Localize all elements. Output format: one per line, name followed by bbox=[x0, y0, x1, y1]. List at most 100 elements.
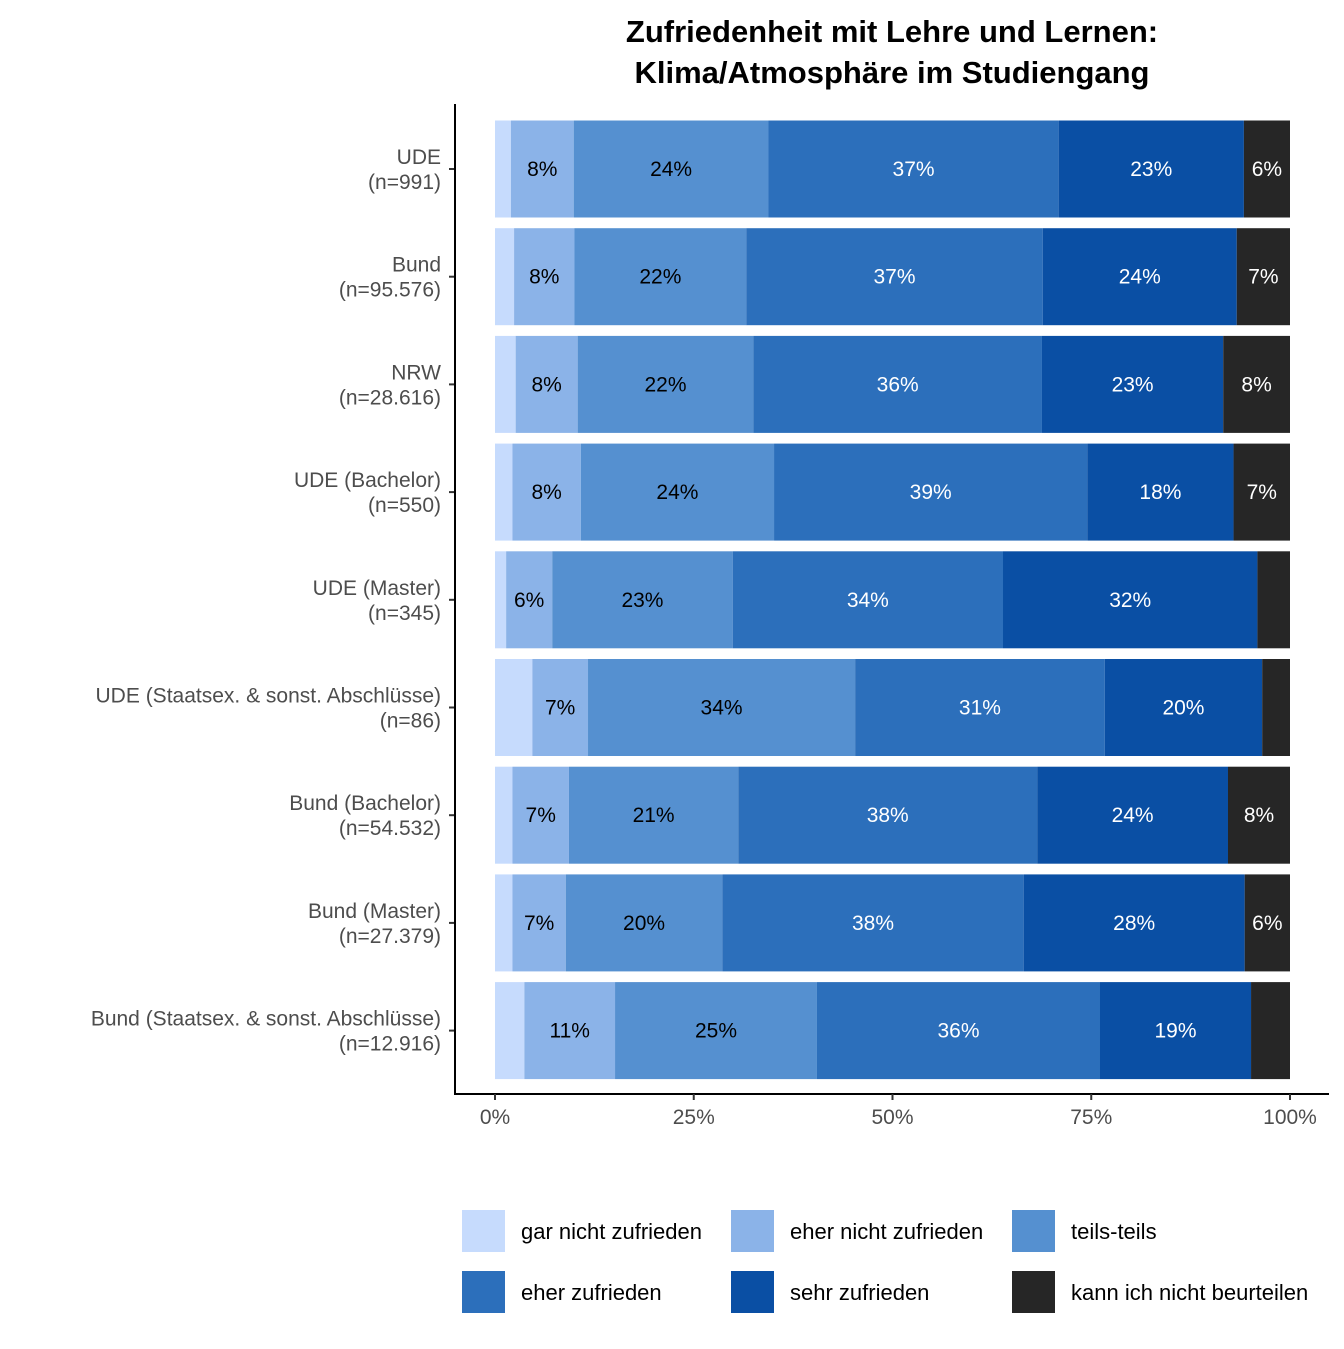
legend-swatch bbox=[462, 1271, 505, 1313]
segment-label: 20% bbox=[1162, 697, 1204, 720]
bar-segment bbox=[565, 874, 723, 972]
bar-segment bbox=[1251, 982, 1290, 1080]
segment-label: 11% bbox=[549, 1020, 589, 1043]
bar-segment bbox=[577, 335, 754, 433]
bar-segment bbox=[1233, 443, 1290, 541]
bar-segment bbox=[512, 874, 566, 972]
bar-segment bbox=[774, 443, 1088, 541]
segment-label: 8% bbox=[531, 373, 561, 396]
bar-segment bbox=[495, 874, 513, 972]
bar-segment bbox=[524, 982, 616, 1080]
bar-segment bbox=[506, 551, 553, 649]
x-tick-label: 25% bbox=[673, 1106, 715, 1129]
y-tick-label: Bund (Bachelor) bbox=[289, 792, 441, 815]
segment-label: 25% bbox=[695, 1020, 737, 1043]
legend-label: sehr zufrieden bbox=[790, 1280, 929, 1305]
bar-segment bbox=[855, 659, 1105, 756]
bars-group bbox=[495, 120, 1290, 1080]
bar-segment bbox=[532, 659, 589, 756]
bar-segment bbox=[495, 228, 515, 326]
y-tick-label: UDE (Staatsex. & sonst. Abschlüsse) bbox=[96, 685, 441, 708]
bar-segment bbox=[1037, 766, 1228, 864]
bar-segment bbox=[1003, 551, 1258, 649]
segment-label: 39% bbox=[910, 481, 952, 504]
segment-label: 8% bbox=[529, 266, 559, 289]
legend: gar nicht zufrieden eher nicht zufrieden t… bbox=[462, 1210, 1308, 1313]
bar-segment bbox=[1262, 659, 1290, 756]
segment-label: 6% bbox=[514, 589, 544, 612]
segment-label: 7% bbox=[524, 912, 554, 935]
segment-label: 24% bbox=[1112, 804, 1154, 827]
legend-swatch bbox=[462, 1210, 505, 1252]
y-tick-sample-size: (n=550) bbox=[368, 494, 441, 517]
y-tick-sample-size: (n=54.532) bbox=[339, 817, 441, 840]
y-tick-sample-size: (n=95.576) bbox=[339, 279, 441, 302]
bar-segment bbox=[574, 228, 747, 326]
y-tick-label: Bund bbox=[392, 254, 441, 277]
y-tick-sample-size: (n=28.616) bbox=[339, 386, 441, 409]
segment-label: 32% bbox=[1109, 589, 1151, 612]
segment-label: 24% bbox=[1119, 266, 1161, 289]
x-tick-label: 75% bbox=[1070, 1106, 1112, 1129]
bar-segment bbox=[1099, 982, 1252, 1080]
legend-swatch bbox=[731, 1271, 774, 1313]
segment-label: 7% bbox=[545, 697, 575, 720]
segment-label: 38% bbox=[852, 912, 894, 935]
bar-segment bbox=[1257, 551, 1290, 649]
segment-label: 6% bbox=[1252, 158, 1282, 181]
segment-label: 38% bbox=[867, 804, 909, 827]
legend-label: gar nicht zufrieden bbox=[521, 1219, 702, 1244]
segment-label: 8% bbox=[531, 481, 561, 504]
y-tick-sample-size: (n=86) bbox=[380, 710, 441, 733]
bar-segment bbox=[1227, 766, 1290, 864]
bar-segment bbox=[746, 228, 1043, 326]
segment-label: 7% bbox=[1247, 481, 1277, 504]
x-tick-label: 100% bbox=[1263, 1106, 1317, 1129]
segment-label: 24% bbox=[656, 481, 698, 504]
bar-segment bbox=[512, 766, 569, 864]
bar-segment bbox=[495, 766, 513, 864]
bar-segment bbox=[1223, 335, 1290, 433]
bar-segment bbox=[1243, 120, 1290, 218]
segment-label: 28% bbox=[1113, 912, 1155, 935]
segment-label: 37% bbox=[893, 158, 935, 181]
segment-label: 34% bbox=[701, 697, 743, 720]
bar-segment bbox=[753, 335, 1042, 433]
segment-labels-group: 8% 24% 37% 23% 6% 8% 22% 37% 24% 7% 8% 22% 36% 23% 8% 8… bbox=[514, 158, 1283, 1043]
bar-segment bbox=[552, 551, 733, 649]
bar-segment bbox=[495, 335, 516, 433]
segment-label: 19% bbox=[1155, 1020, 1197, 1043]
bar-segment bbox=[580, 443, 775, 541]
bar-segment bbox=[816, 982, 1100, 1080]
bar-segment bbox=[738, 766, 1038, 864]
segment-label: 34% bbox=[847, 589, 889, 612]
segment-label: 21% bbox=[633, 804, 675, 827]
segment-label: 36% bbox=[937, 1020, 979, 1043]
segment-label: 22% bbox=[645, 373, 687, 396]
legend-label: teils-teils bbox=[1071, 1219, 1157, 1244]
bar-segment bbox=[495, 551, 507, 649]
y-tick-label: NRW bbox=[391, 361, 441, 384]
legend-swatch bbox=[1012, 1210, 1055, 1252]
x-tick-label: 0% bbox=[480, 1106, 510, 1129]
x-tick-label: 50% bbox=[871, 1106, 913, 1129]
legend-label: eher zufrieden bbox=[521, 1280, 662, 1305]
chart-subtitle: Klima/Atmosphäre im Studiengang bbox=[634, 55, 1149, 90]
segment-label: 8% bbox=[527, 158, 557, 181]
segment-label: 7% bbox=[1248, 266, 1278, 289]
chart-title: Zufriedenheit mit Lehre und Lernen: bbox=[626, 14, 1158, 49]
y-tick-sample-size: (n=345) bbox=[368, 602, 441, 625]
legend-label: eher nicht zufrieden bbox=[790, 1219, 983, 1244]
bar-segment bbox=[573, 120, 769, 218]
y-tick-label: UDE (Bachelor) bbox=[294, 469, 441, 492]
bar-segment bbox=[588, 659, 856, 756]
segment-label: 37% bbox=[873, 266, 915, 289]
bar-segment bbox=[1023, 874, 1245, 972]
bar-segment bbox=[1042, 228, 1237, 326]
bar-segment bbox=[722, 874, 1024, 972]
bar-segment bbox=[1104, 659, 1263, 756]
bar-segment bbox=[1058, 120, 1244, 218]
bar-segment bbox=[615, 982, 817, 1080]
